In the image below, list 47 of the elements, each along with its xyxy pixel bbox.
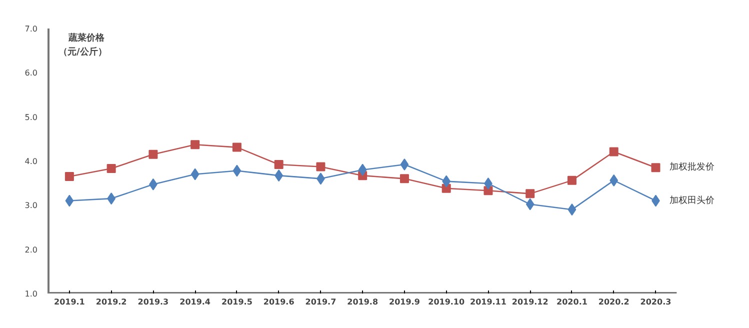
y-tick-label: 4.0 <box>24 157 38 166</box>
y-tick-label: 2.0 <box>24 245 38 254</box>
point <box>400 158 409 171</box>
y-tick-label: 7.0 <box>24 24 38 34</box>
point <box>526 189 535 198</box>
series-label: 加权田头价 <box>670 194 715 206</box>
x-tick-label: 2019.6 <box>263 298 295 306</box>
x-tick-label: 2020.3 <box>640 298 672 306</box>
point <box>568 204 576 216</box>
point <box>232 142 242 152</box>
point <box>190 140 200 150</box>
y-tick-label: 6.0 <box>24 68 38 78</box>
point <box>232 164 242 177</box>
point <box>65 194 74 207</box>
point <box>64 172 74 181</box>
point <box>358 164 367 176</box>
point <box>567 176 576 185</box>
x-tick-label: 2019.12 <box>512 298 548 306</box>
point <box>400 174 409 184</box>
point <box>148 150 158 159</box>
x-tick-label: 2019.3 <box>138 298 169 306</box>
point <box>442 175 451 188</box>
point <box>609 147 618 156</box>
x-tick-label: 2019.9 <box>389 298 420 306</box>
series-label: 加权批发价 <box>670 162 715 173</box>
point <box>526 198 534 210</box>
x-tick-label: 2020.2 <box>598 298 630 306</box>
y-tick-label: 5.0 <box>24 112 38 122</box>
point <box>190 168 200 180</box>
point <box>106 164 116 174</box>
point <box>316 162 326 172</box>
point <box>651 163 660 172</box>
point <box>610 174 618 186</box>
text: 蔬菜价格 <box>68 32 106 44</box>
x-tick-label: 2019.11 <box>470 298 507 306</box>
x-tick-label: 2019.5 <box>222 298 253 306</box>
x-tick-label: 2019.7 <box>305 298 336 306</box>
text: （元/公斤） <box>58 46 107 58</box>
x-tick-label: 2019.10 <box>428 298 465 306</box>
y-tick-label: 1.0 <box>24 290 38 298</box>
x-tick-label: 2019.2 <box>96 298 127 306</box>
x-tick-label: 2020.1 <box>556 298 588 306</box>
x-tick-label: 2019.8 <box>347 298 378 306</box>
x-tick-label: 2019.1 <box>54 298 86 306</box>
y-tick-label: 3.0 <box>24 201 38 210</box>
point <box>274 160 284 170</box>
x-tick-label: 2019.4 <box>180 298 211 306</box>
